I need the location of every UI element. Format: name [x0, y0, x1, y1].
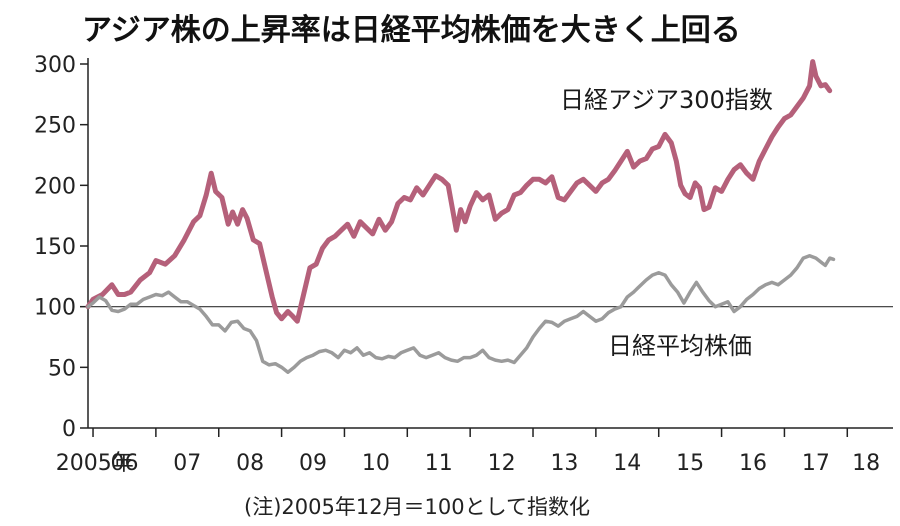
series-layer	[85, 59, 836, 374]
x-tick-label: 17	[802, 451, 830, 476]
y-tick-label: 250	[34, 114, 76, 139]
chart-note: (注)2005年12月＝100として指数化	[244, 495, 590, 519]
y-tick-label: 0	[62, 417, 76, 442]
y-tick-label: 300	[34, 53, 76, 78]
x-tick-label: 2005年	[56, 451, 134, 476]
series-label-nikkei: 日経平均株価	[608, 332, 752, 360]
y-tick-label: 150	[34, 235, 76, 260]
y-tick-label: 200	[34, 174, 76, 199]
x-tick-label: 07	[173, 451, 201, 476]
x-tick-label: 09	[299, 451, 327, 476]
x-tick-label: 12	[488, 451, 516, 476]
x-tick-label: 06	[110, 451, 138, 476]
chart-title: アジア株の上昇率は日経平均株価を大きく上回る	[82, 13, 741, 48]
x-tick-label: 14	[613, 451, 641, 476]
x-tick-label: 11	[425, 451, 453, 476]
y-tick-label: 100	[34, 296, 76, 321]
series-line-asia300	[85, 59, 833, 324]
x-tick-label: 08	[236, 451, 264, 476]
series-line-nikkei	[86, 253, 836, 374]
x-tick-label: 18	[852, 451, 880, 476]
x-tick-label: 15	[676, 451, 704, 476]
x-tick-label: 10	[362, 451, 390, 476]
y-tick-label: 50	[48, 356, 76, 381]
x-tick-label: 13	[550, 451, 578, 476]
series-label-asia300: 日経アジア300指数	[560, 86, 773, 114]
x-tick-label: 16	[739, 451, 767, 476]
